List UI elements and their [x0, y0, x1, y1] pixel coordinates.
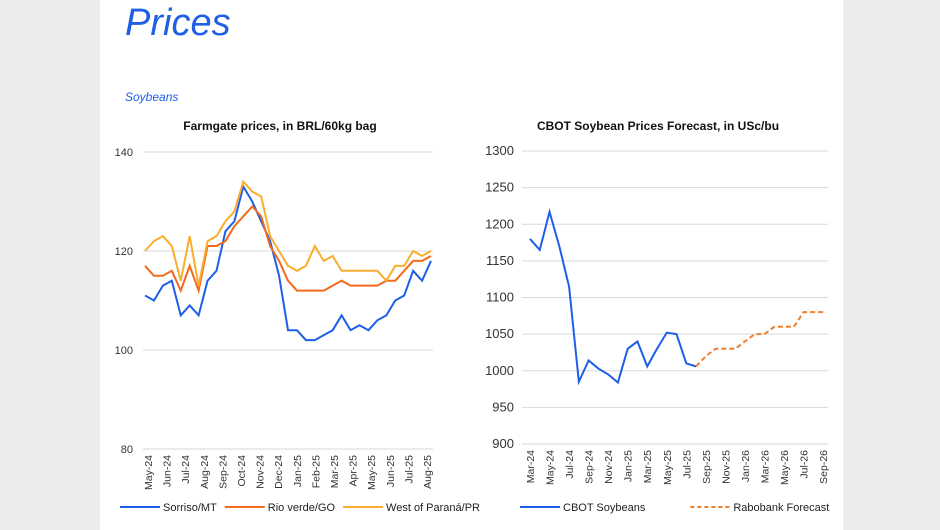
x-tick-label: Mar-25	[642, 450, 654, 483]
x-tick-label: Jan-25	[292, 455, 304, 487]
x-tick-label: Aug-25	[422, 455, 434, 489]
series-line-rio-verde-go	[144, 204, 432, 295]
x-tick-label: Jan-25	[623, 450, 635, 482]
x-tick-label: Jul-24	[180, 455, 192, 484]
y-tick-label: 950	[492, 399, 514, 414]
y-tick-label: 100	[115, 345, 133, 357]
y-tick-label: 1150	[486, 253, 514, 268]
x-tick-label: Jul-24	[564, 450, 576, 479]
x-tick-label: May-24	[545, 450, 557, 485]
series-line-rabobank-forecast	[695, 311, 824, 368]
x-tick-label: Sep-24	[584, 450, 596, 484]
x-tick-label: Jul-25	[403, 455, 415, 484]
x-tick-label: Sep-24	[217, 455, 229, 489]
legend-label: Rio verde/GO	[268, 502, 336, 514]
section-subtitle: Soybeans	[125, 90, 179, 104]
x-tick-label: Feb-25	[310, 455, 322, 488]
y-tick-label: 1300	[485, 143, 514, 158]
x-tick-label: May-26	[779, 450, 791, 485]
y-tick-label: 1050	[485, 326, 514, 341]
x-tick-label: May-24	[143, 455, 155, 490]
x-tick-label: Sep-25	[701, 450, 713, 484]
y-tick-label: 120	[115, 246, 133, 258]
x-tick-label: Jul-26	[799, 450, 811, 479]
legend-label: Rabobank Forecast	[733, 502, 829, 514]
x-tick-label: Nov-25	[720, 450, 732, 484]
x-tick-label: Sep-26	[818, 450, 830, 484]
x-tick-label: Oct-24	[236, 455, 248, 487]
chart-title: CBOT Soybean Prices Forecast, in USc/bu	[537, 119, 779, 133]
legend-label: West of Paraná/PR	[386, 502, 480, 514]
series-line-west-of-paran-pr	[144, 179, 432, 286]
x-tick-label: Dec-24	[273, 455, 285, 489]
y-tick-label: 80	[121, 444, 133, 456]
y-tick-label: 140	[115, 147, 133, 159]
x-tick-label: Jul-25	[681, 450, 693, 479]
x-tick-label: Nov-24	[255, 455, 267, 489]
x-tick-label: Nov-24	[603, 450, 615, 484]
report-page	[100, 0, 843, 530]
series-line-cbot-soybeans	[529, 207, 697, 386]
legend-label: Sorriso/MT	[163, 502, 217, 514]
y-tick-label: 1200	[485, 216, 514, 231]
chart-title: Farmgate prices, in BRL/60kg bag	[183, 119, 376, 133]
y-tick-label: 1100	[486, 290, 514, 305]
page-title: Prices	[125, 2, 231, 44]
y-tick-label: 1250	[485, 180, 514, 195]
x-tick-label: May-25	[366, 455, 378, 490]
x-tick-label: Mar-26	[759, 450, 771, 483]
x-tick-label: Aug-24	[199, 455, 211, 489]
y-tick-label: 900	[492, 436, 514, 451]
x-tick-label: Apr-25	[348, 455, 360, 487]
x-tick-label: Mar-25	[329, 455, 341, 488]
x-tick-label: May-25	[662, 450, 674, 485]
x-tick-label: Jan-26	[740, 450, 752, 482]
x-tick-label: Mar-24	[525, 450, 537, 483]
legend-label: CBOT Soybeans	[563, 502, 646, 514]
y-tick-label: 1000	[485, 363, 514, 378]
series-line-sorriso-mt	[144, 184, 432, 342]
x-tick-label: Jun-25	[385, 455, 397, 487]
x-tick-label: Jun-24	[162, 455, 174, 487]
